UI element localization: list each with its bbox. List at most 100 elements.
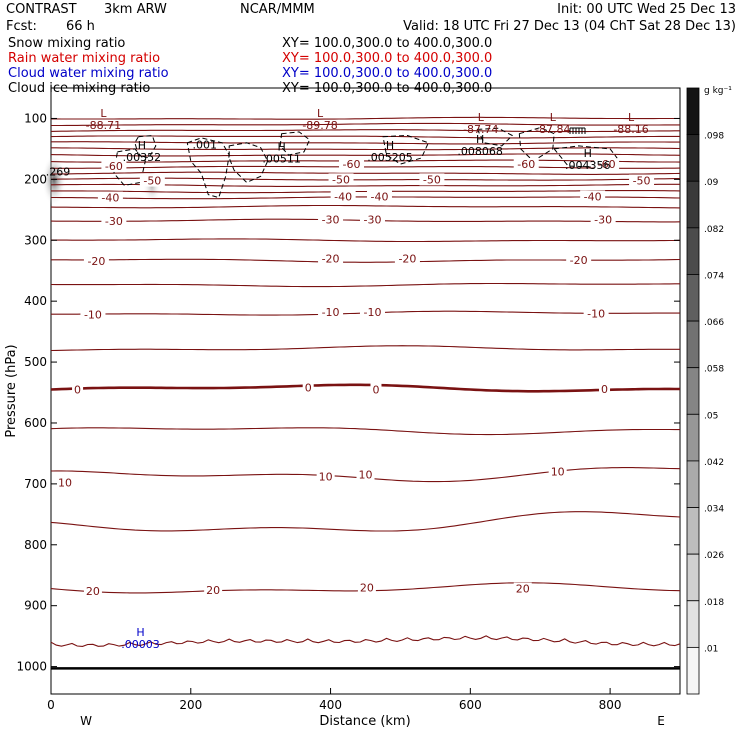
contour-label-bg bbox=[72, 383, 84, 396]
contour-label-bg bbox=[513, 158, 539, 171]
high-marker: H bbox=[136, 626, 144, 639]
extrema-markers: L-88.71L-89.78L-87.74L-87.84L-88.16H.003… bbox=[46, 107, 649, 651]
contour-label-bg bbox=[339, 158, 365, 171]
contour-label-bg bbox=[101, 159, 127, 172]
field-rain-label: Rain water mixing ratio bbox=[8, 51, 160, 66]
cloud-ice-contour bbox=[186, 137, 230, 199]
temperature-contour-line bbox=[50, 129, 680, 133]
colorbar-swatch bbox=[686, 134, 700, 182]
extremum-value: .005205 bbox=[367, 151, 413, 164]
temperature-contour-line bbox=[50, 383, 680, 393]
contour-label-bg bbox=[318, 306, 344, 319]
contour-label-bg bbox=[318, 252, 344, 265]
contour-label-bg bbox=[204, 583, 223, 596]
temperature-contour-line bbox=[50, 153, 681, 157]
colorbar: .098 .09 .082 .074 .066 .058 .05 .042 .034 .026 .0… bbox=[686, 87, 724, 695]
y-tick-label: 100 bbox=[24, 111, 47, 125]
contour-label: -60 bbox=[598, 158, 616, 171]
temperature-contour-line bbox=[50, 427, 680, 436]
temperature-contour-line bbox=[51, 238, 681, 243]
contour-label: -30 bbox=[594, 214, 612, 227]
valid-label: Valid: 18 UTC Fri 27 Dec 13 (04 ChT Sat … bbox=[403, 19, 736, 34]
extremum-value: .00511 bbox=[262, 153, 301, 166]
contour-label-bg bbox=[394, 252, 420, 265]
contour-label: -50 bbox=[332, 173, 350, 186]
contour-label: -20 bbox=[87, 255, 105, 268]
contour-label-bg bbox=[583, 307, 609, 320]
contour-label: 20 bbox=[86, 585, 100, 598]
extremum-value: -88.16 bbox=[613, 123, 648, 136]
temperature-contour-line bbox=[50, 282, 680, 288]
extremum-value: .008068 bbox=[457, 145, 503, 158]
colorbar-swatch bbox=[686, 553, 700, 602]
extremum-value: .00003 bbox=[121, 638, 160, 651]
y-tick-label: 700 bbox=[24, 477, 47, 491]
contour-label-bg bbox=[599, 382, 611, 395]
colorbar-label: .01 bbox=[704, 644, 718, 654]
x-axis: 0 200 400 600 800 bbox=[47, 688, 622, 712]
contour-label-bg bbox=[101, 214, 127, 227]
high-marker: H bbox=[584, 147, 592, 160]
contour-label: 20 bbox=[206, 584, 220, 597]
cloud-ice-contour bbox=[228, 142, 269, 183]
extremum-value: .001 bbox=[193, 139, 218, 152]
contour-label-bg bbox=[629, 174, 655, 187]
field-cloudwater-label: Cloud water mixing ratio bbox=[8, 66, 169, 81]
temperature-contour-line bbox=[51, 196, 681, 200]
x-tick-label: 600 bbox=[459, 698, 482, 712]
temperature-contour-line bbox=[51, 147, 681, 151]
colorbar-swatch bbox=[686, 507, 700, 555]
cloud-ice-contour bbox=[518, 127, 555, 162]
contour-label: -30 bbox=[364, 214, 382, 227]
contour-label: 10 bbox=[551, 466, 565, 479]
contour-label: -20 bbox=[322, 253, 340, 266]
contour-label-bg bbox=[316, 470, 335, 483]
x-tick-label: 200 bbox=[179, 698, 202, 712]
extremum-value: -87.84 bbox=[535, 123, 570, 136]
snow-shading-west bbox=[42, 154, 66, 206]
contour-label: -60 bbox=[517, 158, 535, 171]
temperature-contour-line bbox=[50, 204, 681, 209]
x-axis-east-label: E bbox=[657, 714, 665, 728]
temperature-contour-line bbox=[51, 141, 680, 145]
contour-label: -40 bbox=[370, 190, 388, 203]
contour-label: -10 bbox=[587, 307, 605, 320]
plot-frame bbox=[50, 87, 681, 695]
contour-label-bg bbox=[357, 581, 376, 594]
field-cloudwater-xy: XY= 100.0,300.0 to 400.0,300.0 bbox=[282, 66, 492, 81]
cloud-ice-contour bbox=[279, 131, 311, 156]
colorbar-swatch bbox=[686, 227, 700, 275]
contour-label: -40 bbox=[334, 190, 352, 203]
extremum-value: .00352 bbox=[123, 151, 162, 164]
contour-label-bg bbox=[97, 191, 123, 204]
y-tick-label: 900 bbox=[24, 599, 47, 613]
contour-label: -50 bbox=[633, 175, 651, 188]
contour-label: -30 bbox=[105, 215, 123, 228]
contour-label: -20 bbox=[398, 253, 416, 266]
cloud-ice-contour bbox=[553, 145, 618, 168]
contour-label: -50 bbox=[423, 173, 441, 186]
extremum-value: -88.71 bbox=[86, 119, 121, 132]
temperature-contour-line bbox=[50, 511, 681, 532]
x-axis-west-label: W bbox=[80, 714, 92, 728]
contour-label-bg bbox=[419, 173, 445, 186]
low-marker: L bbox=[100, 107, 107, 120]
contour-label-bg bbox=[513, 582, 532, 595]
contour-label-bg bbox=[80, 308, 106, 321]
cloud-ice-contours bbox=[113, 127, 618, 199]
y-tick-label: 1000 bbox=[16, 660, 47, 674]
contour-label-bg bbox=[328, 173, 354, 186]
colorbar-swatch bbox=[686, 367, 700, 415]
contour-label: -40 bbox=[101, 192, 119, 205]
contour-label: 20 bbox=[516, 583, 530, 596]
extremum-value: .269 bbox=[46, 165, 71, 178]
header: CONTRAST 3km ARW NCAR/MMM Init: 00 UTC W… bbox=[6, 2, 736, 96]
y-tick-label: 600 bbox=[24, 416, 47, 430]
extremum-value: .004356 bbox=[565, 159, 611, 172]
x-tick-label: 400 bbox=[319, 698, 342, 712]
colorbar-swatch bbox=[686, 274, 700, 322]
y-tick-label: 800 bbox=[24, 538, 47, 552]
low-marker: L bbox=[478, 111, 485, 124]
contour-label-bg bbox=[366, 190, 392, 203]
